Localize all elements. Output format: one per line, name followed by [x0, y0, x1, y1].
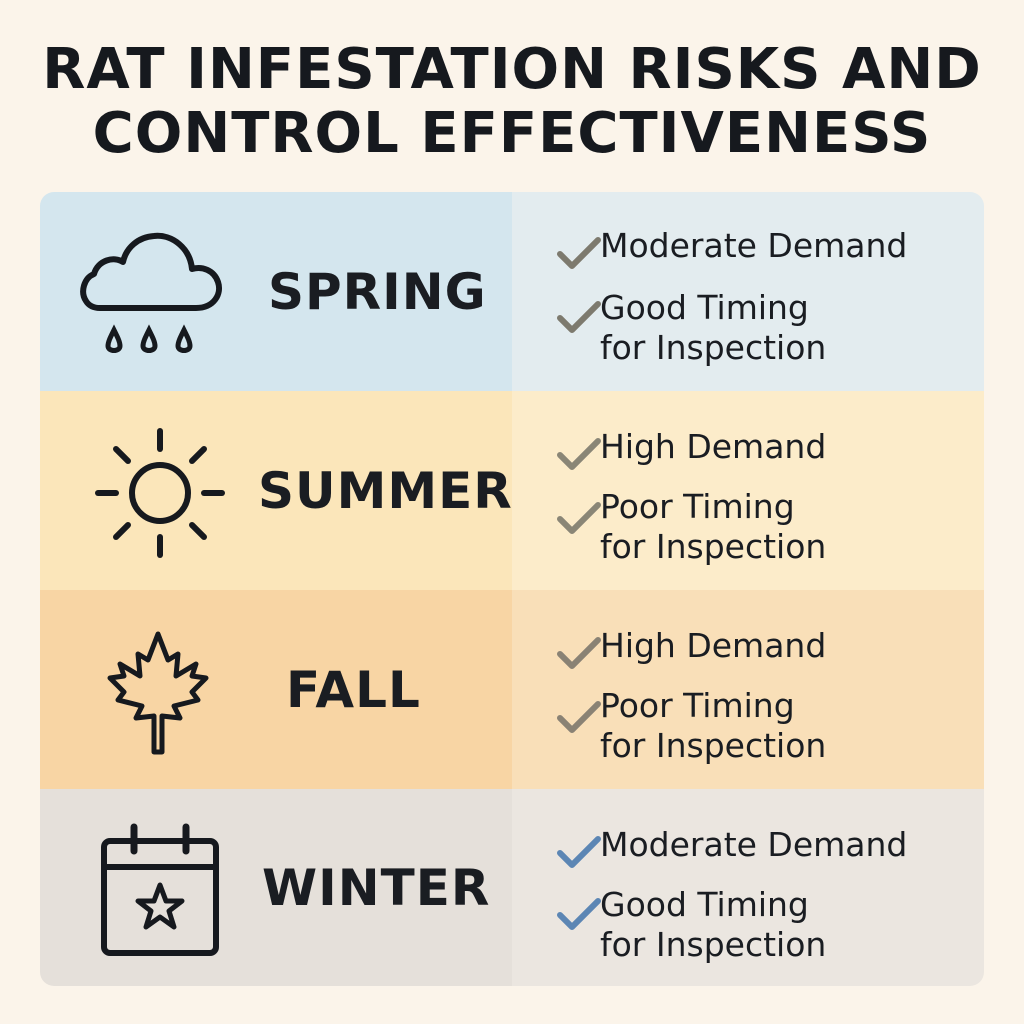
season-details-summer: High Demand Poor Timing for Inspection	[512, 391, 984, 590]
season-row-summer: SUMMER High Demand Poor Timing for Inspe…	[40, 391, 984, 590]
maple-leaf-icon	[107, 631, 209, 755]
season-details-spring: Moderate Demand Good Timing for Inspecti…	[512, 192, 984, 391]
title-line-1: RAT INFESTATION RISKS AND	[42, 37, 982, 102]
item-text: Poor Timing for Inspection	[600, 487, 827, 566]
season-row-winter: WINTER Moderate Demand Good Timing for I…	[40, 789, 984, 986]
item-text: Moderate Demand	[600, 226, 908, 265]
item-text: Poor Timing for Inspection	[600, 686, 827, 765]
season-cell-winter: WINTER	[40, 789, 512, 986]
checkmark-icon	[557, 502, 601, 534]
item-text: High Demand	[600, 427, 827, 466]
checkmark-icon	[557, 237, 601, 269]
season-cell-spring: SPRING	[40, 192, 512, 391]
checkmark-icon	[557, 898, 601, 930]
page-title: RAT INFESTATION RISKS AND CONTROL EFFECT…	[0, 38, 1024, 166]
checkmark-icon	[557, 637, 601, 669]
item-text: Moderate Demand	[600, 825, 908, 864]
checkmark-icon	[557, 438, 601, 470]
title-line-2: CONTROL EFFECTIVENESS	[92, 101, 932, 166]
checkmark-icon	[557, 836, 601, 868]
checkmark-icon	[557, 701, 601, 733]
rain-cloud-icon	[80, 232, 222, 353]
season-name-fall: FALL	[286, 660, 421, 719]
season-details-winter: Moderate Demand Good Timing for Inspecti…	[512, 789, 984, 986]
season-details-fall: High Demand Poor Timing for Inspection	[512, 590, 984, 789]
season-cell-fall: FALL	[40, 590, 512, 789]
season-name-winter: WINTER	[262, 858, 491, 917]
season-table: SPRING Moderate Demand Good Timing for I…	[40, 192, 984, 986]
season-name-spring: SPRING	[268, 262, 487, 321]
season-cell-summer: SUMMER	[40, 391, 512, 590]
season-row-fall: FALL High Demand Poor Timing for Inspect…	[40, 590, 984, 789]
item-text: Good Timing for Inspection	[600, 288, 827, 367]
sun-icon	[95, 428, 225, 558]
season-row-spring: SPRING Moderate Demand Good Timing for I…	[40, 192, 984, 391]
season-name-summer: SUMMER	[258, 461, 513, 520]
checkmark-icon	[557, 301, 601, 333]
calendar-star-icon	[101, 823, 219, 956]
item-text: High Demand	[600, 626, 827, 665]
item-text: Good Timing for Inspection	[600, 885, 827, 964]
